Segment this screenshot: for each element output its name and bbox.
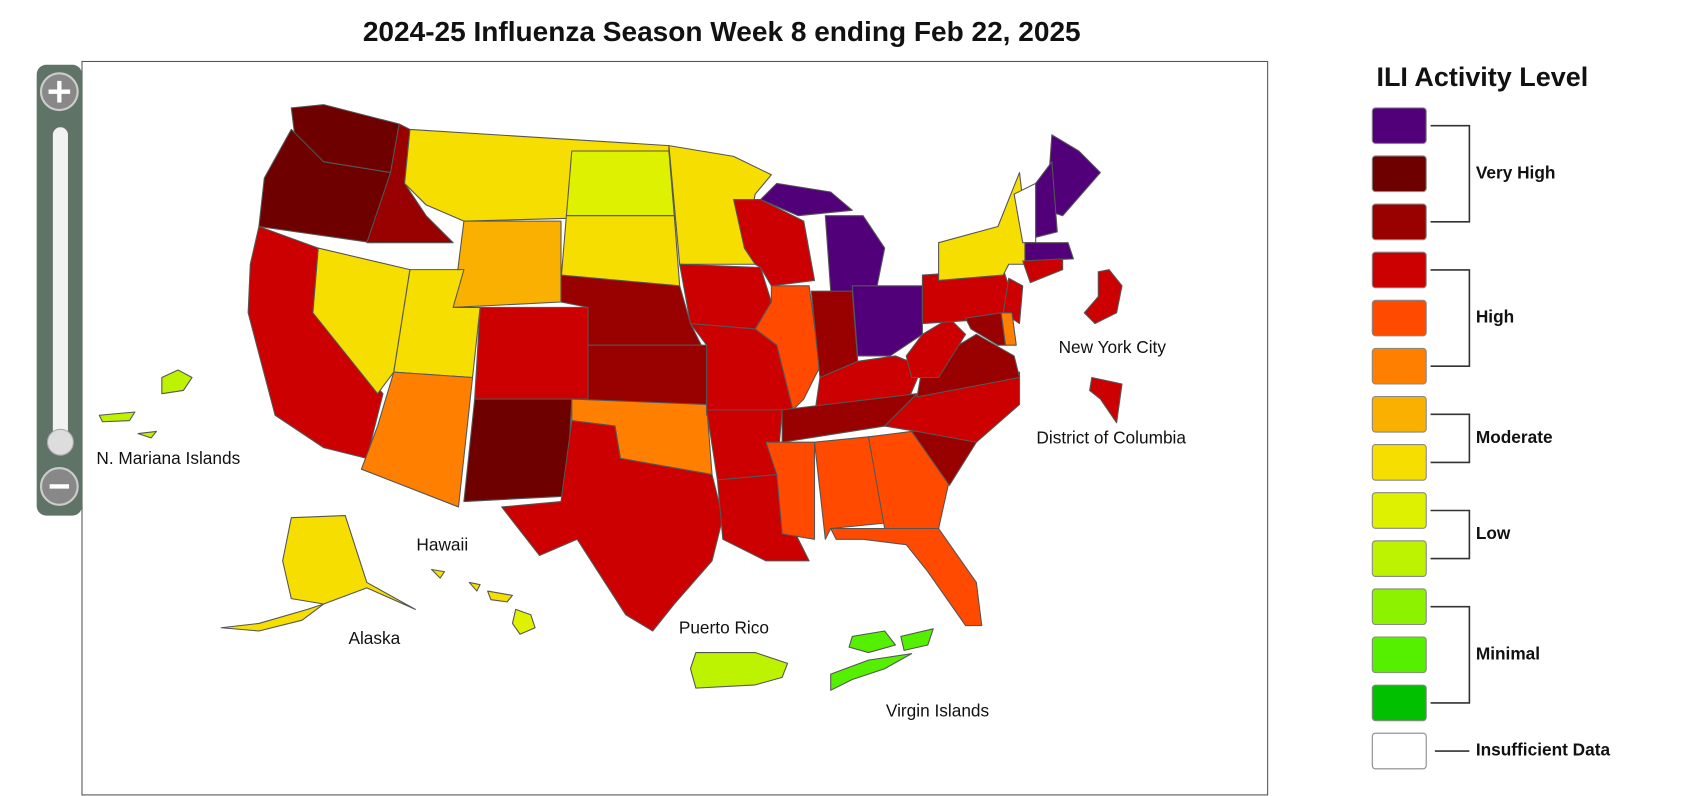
legend-bracket xyxy=(1430,605,1471,704)
territory-label: Alaska xyxy=(348,628,400,648)
legend-swatch xyxy=(1371,444,1427,481)
legend-label: High xyxy=(1476,307,1514,327)
legend-label: Minimal xyxy=(1476,643,1540,663)
territory-label: N. Mariana Islands xyxy=(96,448,240,468)
legend-swatch xyxy=(1371,155,1427,193)
legend-label: Low xyxy=(1476,523,1511,543)
legend-swatch xyxy=(1371,395,1427,433)
legend-swatch xyxy=(1371,203,1427,241)
legend-swatch xyxy=(1371,107,1427,144)
legend-swatch xyxy=(1371,492,1427,529)
zoom-track xyxy=(52,127,68,451)
legend-swatch xyxy=(1371,684,1427,722)
legend-label: Insufficient Data xyxy=(1476,740,1611,760)
legend-bracket xyxy=(1430,413,1471,464)
legend-swatch xyxy=(1371,588,1427,626)
legend-swatch xyxy=(1371,347,1427,385)
legend-swatch xyxy=(1371,636,1427,674)
legend-swatch xyxy=(1371,732,1427,770)
legend-bracket xyxy=(1430,269,1471,367)
territory-label: Virgin Islands xyxy=(886,700,989,720)
zoom-control xyxy=(36,64,82,516)
legend-swatch xyxy=(1371,251,1427,289)
map-labels: N. Mariana Islands Hawaii Alaska Puerto … xyxy=(96,337,1186,720)
territory-label: Puerto Rico xyxy=(679,617,769,637)
legend-label: Very High xyxy=(1476,162,1556,182)
legend: Very High High Moderate Low Minimal Insuffici… xyxy=(1371,107,1611,770)
territory-label: District of Columbia xyxy=(1036,428,1186,448)
legend-swatch xyxy=(1371,299,1427,337)
zoom-in-button[interactable] xyxy=(39,72,79,112)
legend-bracket xyxy=(1430,509,1471,560)
territory-label: New York City xyxy=(1059,337,1167,357)
legend-title: ILI Activity Level xyxy=(1376,62,1588,92)
legend-swatch xyxy=(1371,540,1427,577)
state-shapes xyxy=(98,104,1123,691)
zoom-out-button[interactable] xyxy=(39,467,79,506)
legend-label: Moderate xyxy=(1476,427,1553,447)
legend-bracket xyxy=(1430,124,1471,223)
map-title: 2024-25 Influenza Season Week 8 ending F… xyxy=(363,16,1081,47)
territory-label: Hawaii xyxy=(416,534,468,554)
zoom-handle[interactable] xyxy=(46,428,74,456)
